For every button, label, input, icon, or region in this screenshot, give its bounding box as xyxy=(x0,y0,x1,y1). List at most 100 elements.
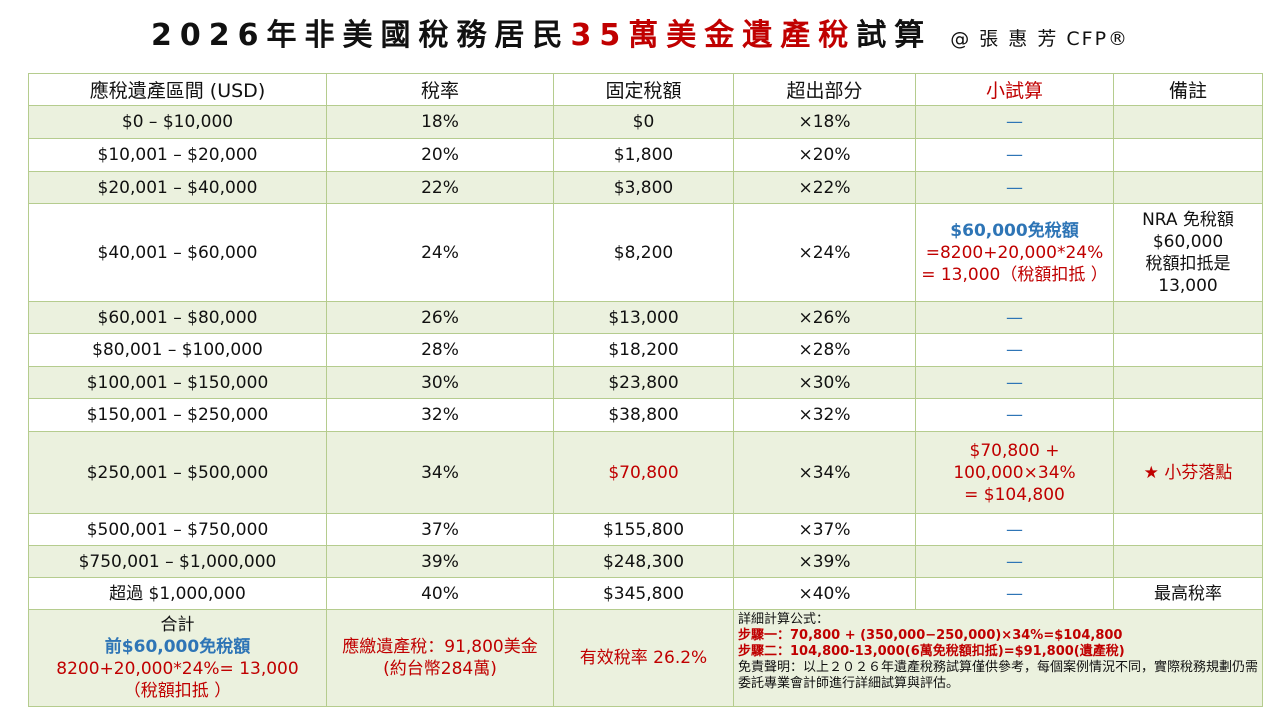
table-cell xyxy=(1113,333,1263,367)
cell-line: 詳細計算公式： xyxy=(738,612,830,627)
table-cell: 22% xyxy=(326,171,554,204)
table-row: $500,001 – $750,000 37% $155,800 ×37% — xyxy=(28,513,1263,546)
table-cell: — xyxy=(915,545,1114,578)
table-cell: 39% xyxy=(326,545,554,578)
column-header: 備註 xyxy=(1113,73,1263,106)
table-cell: ×32% xyxy=(733,398,916,432)
table-cell: $0 – $10,000 xyxy=(28,105,327,139)
cell-line: 應繳遺產稅：91,800美金 xyxy=(342,637,538,657)
column-header: 稅率 xyxy=(326,73,554,106)
table-row: 超過 $1,000,000 40% $345,800 ×40% — 最高稅率 xyxy=(28,577,1263,610)
table-row: $750,001 – $1,000,000 39% $248,300 ×39% — xyxy=(28,545,1263,578)
title-part: 35萬美金遺產稅 xyxy=(570,18,857,53)
table-cell: $10,001 – $20,000 xyxy=(28,138,327,172)
cell-line: 有效稅率 26.2% xyxy=(579,648,708,668)
author: @ 張 惠 芳 CFP® xyxy=(950,28,1130,50)
table-cell: ×26% xyxy=(733,301,916,334)
table-cell: ×30% xyxy=(733,366,916,399)
footer-cell: 有效稅率 26.2% xyxy=(553,609,734,707)
table-cell: $70,800 +100,000×34% = $104,800 xyxy=(915,431,1114,514)
column-header: 超出部分 xyxy=(733,73,916,106)
cell-line: =8200+20,000*24% xyxy=(925,242,1104,263)
table-cell: ×39% xyxy=(733,545,916,578)
cell-line: 步驟二：104,800-13,000(6萬免稅額扣抵)=$91,800(遺產稅) xyxy=(738,644,1125,659)
cell-line: (約台幣284萬) xyxy=(383,659,497,679)
table-cell: — xyxy=(915,366,1114,399)
table-row: $60,001 – $80,000 26% $13,000 ×26% — xyxy=(28,301,1263,334)
table-cell: — xyxy=(915,577,1114,610)
table-cell: $100,001 – $150,000 xyxy=(28,366,327,399)
table-row: $0 – $10,000 18% $0 ×18% — xyxy=(28,105,1263,139)
table-cell xyxy=(1113,171,1263,204)
table-cell: 26% xyxy=(326,301,554,334)
table-cell: — xyxy=(915,171,1114,204)
cell-line: 免責聲明：以上２０２６年遺產稅務試算僅供參考，每個案例情況不同，實際稅務規劃仍需… xyxy=(738,660,1259,691)
table-cell: — xyxy=(915,301,1114,334)
table-cell: $20,001 – $40,000 xyxy=(28,171,327,204)
table-cell: ×37% xyxy=(733,513,916,546)
cell-line: = $104,800 xyxy=(964,484,1065,505)
cell-line: 前$60,000免稅額 xyxy=(104,637,251,657)
table-cell: $60,001 – $80,000 xyxy=(28,301,327,334)
cell-line: 稅額扣抵是 xyxy=(1145,253,1231,274)
table-cell xyxy=(1113,545,1263,578)
table-cell: $40,001 – $60,000 xyxy=(28,203,327,302)
column-header: 固定稅額 xyxy=(553,73,734,106)
table-cell: $80,001 – $100,000 xyxy=(28,333,327,367)
table-cell: 超過 $1,000,000 xyxy=(28,577,327,610)
cell-line: = 13,000（稅額扣抵 ） xyxy=(921,264,1108,285)
table-cell: $3,800 xyxy=(553,171,734,204)
table-row: $10,001 – $20,000 20% $1,800 ×20% — xyxy=(28,138,1263,172)
table-cell: ×20% xyxy=(733,138,916,172)
table-row: $80,001 – $100,000 28% $18,200 ×28% — xyxy=(28,333,1263,367)
table-cell: $38,800 xyxy=(553,398,734,432)
table-cell: ×40% xyxy=(733,577,916,610)
cell-line: （稅額扣抵 ） xyxy=(123,681,232,701)
table-row: $20,001 – $40,000 22% $3,800 ×22% — xyxy=(28,171,1263,204)
table-cell: 32% xyxy=(326,398,554,432)
cell-line: NRA 免稅額 xyxy=(1142,209,1234,230)
table-cell: 40% xyxy=(326,577,554,610)
table-cell: $248,300 xyxy=(553,545,734,578)
header-row: 應稅遺產區間 (USD) 稅率 固定稅額 超出部分 小試算 備註 xyxy=(28,73,1263,106)
table-cell: 24% xyxy=(326,203,554,302)
table-cell xyxy=(1113,398,1263,432)
table-cell: 30% xyxy=(326,366,554,399)
table-cell: $750,001 – $1,000,000 xyxy=(28,545,327,578)
cell-line: $60,000 xyxy=(1152,231,1224,252)
table-cell: 最高稅率 xyxy=(1113,577,1263,610)
table-cell: 18% xyxy=(326,105,554,139)
table-cell: $70,800 xyxy=(553,431,734,514)
table-cell: $500,001 – $750,000 xyxy=(28,513,327,546)
footer-cell: 合計 前$60,000免稅額 8200+20,000*24%= 13,000 （稅額扣… xyxy=(28,609,327,707)
table-row: $40,001 – $60,000 24% $8,200 ×24% $60,000免稅額… xyxy=(28,203,1263,302)
table-cell: $23,800 xyxy=(553,366,734,399)
cell-line: $70,800 + xyxy=(969,440,1060,461)
table-cell: — xyxy=(915,105,1114,139)
title-part: 2026年非美國稅務居民 xyxy=(150,18,571,53)
table-cell: ×28% xyxy=(733,333,916,367)
table-cell: ×22% xyxy=(733,171,916,204)
table-cell: 20% xyxy=(326,138,554,172)
table-cell: NRA 免稅額 $60,000 稅額扣抵是 13,000 xyxy=(1113,203,1263,302)
column-header: 小試算 xyxy=(915,73,1114,106)
table-cell: $0 xyxy=(553,105,734,139)
table-cell: — xyxy=(915,138,1114,172)
table-row: $250,001 – $500,000 34% $70,800 ×34% $70,800… xyxy=(28,431,1263,514)
footer-row: 合計 前$60,000免稅額 8200+20,000*24%= 13,000 （稅額扣… xyxy=(28,609,1263,707)
table-cell: $18,200 xyxy=(553,333,734,367)
tax-table: 應稅遺產區間 (USD) 稅率 固定稅額 超出部分 小試算 備註 $0 – $10,000 1… xyxy=(28,73,1263,707)
table-cell: — xyxy=(915,333,1114,367)
table-cell: ×24% xyxy=(733,203,916,302)
cell-line: $60,000免稅額 xyxy=(950,220,1079,241)
table-cell: $60,000免稅額 =8200+20,000*24% = 13,000（稅額扣抵 … xyxy=(915,203,1114,302)
table-cell: ★ 小芬落點 xyxy=(1113,431,1263,514)
cell-line: 8200+20,000*24%= 13,000 xyxy=(56,659,299,679)
footer-cell: 詳細計算公式： 步驟一：70,800 + (350,000−250,000)×34… xyxy=(733,609,1263,707)
table-cell: — xyxy=(915,398,1114,432)
table-cell: $8,200 xyxy=(553,203,734,302)
table-cell: $155,800 xyxy=(553,513,734,546)
cell-line: 合計 xyxy=(160,615,195,635)
table-cell: — xyxy=(915,513,1114,546)
